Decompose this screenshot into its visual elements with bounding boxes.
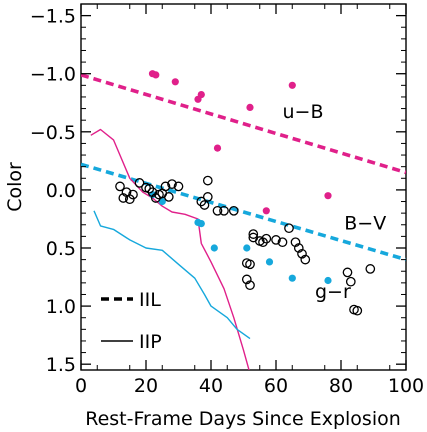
x-tick-label-2: 40	[199, 375, 223, 397]
data-point-s1-8	[324, 276, 332, 285]
data-point-s1-6	[265, 258, 274, 266]
y-tick-label-1: −1.0	[30, 64, 76, 86]
data-point-s2-19	[202, 175, 213, 186]
data-point-s2-1	[118, 193, 129, 203]
data-point-s2-0	[115, 181, 125, 192]
data-point-s0-5	[213, 144, 222, 152]
data-point-s2-38	[245, 280, 255, 291]
data-point-s2-31	[290, 237, 301, 248]
y-tick-label-6: 1.5	[46, 354, 76, 376]
data-point-s2-15	[173, 181, 184, 192]
series-line-3	[93, 210, 251, 340]
annotation-label-0: u−B	[283, 101, 324, 123]
data-point-s2-18	[202, 192, 213, 202]
data-point-s0-4	[197, 91, 205, 99]
data-point-s0-8	[288, 81, 296, 89]
legend-label-iip: IIP	[139, 331, 162, 353]
ticks-layer: 0 20 40 60 80 100 −1.5 −1.0 −0.5 0.0 0.5 1.0 1.5	[30, 4, 424, 397]
series-line-1	[81, 162, 406, 262]
data-point-s1-3	[197, 220, 205, 228]
data-point-s2-17	[199, 200, 210, 210]
data-point-s2-20	[212, 205, 223, 216]
data-point-s2-43	[365, 264, 376, 274]
data-point-s2-4	[128, 189, 138, 200]
data-point-s2-39	[342, 267, 353, 278]
x-tick-label-4: 80	[329, 375, 353, 397]
data-point-s2-33	[297, 248, 307, 259]
data-point-s1-1	[158, 197, 166, 206]
annotation-label-1: B−V	[344, 212, 386, 234]
y-tick-label-3: 0.0	[46, 180, 76, 202]
x-tick-label-0: 0	[75, 375, 87, 397]
data-point-s2-5	[134, 178, 145, 188]
data-point-s2-27	[261, 233, 272, 244]
x-tick-label-5: 100	[388, 375, 424, 397]
data-point-s2-40	[345, 276, 356, 287]
data-point-s0-1	[152, 71, 160, 79]
data-point-s2-9	[150, 193, 161, 203]
series-layer	[81, 70, 406, 370]
annotation-label-2: g−r	[315, 281, 351, 303]
data-point-s2-30	[284, 223, 294, 234]
legend: IIL IIP	[101, 289, 162, 353]
x-axis-label: Rest-Frame Days Since Explosion	[85, 408, 401, 430]
data-point-s2-28	[271, 235, 281, 245]
data-point-s0-6	[246, 103, 254, 111]
legend-label-iil: IIL	[139, 289, 161, 311]
data-point-s2-22	[228, 205, 239, 216]
plot-area: 0 20 40 60 80 100 −1.5 −1.0 −0.5 0.0 0.5 1.0 1.5	[30, 3, 424, 397]
y-tick-label-2: −0.5	[30, 122, 76, 144]
data-point-s0-7	[262, 207, 270, 215]
data-point-s2-34	[300, 254, 311, 265]
data-point-s2-42	[352, 305, 363, 316]
y-axis-label: Color	[4, 162, 26, 212]
y-tick-label-4: 0.5	[46, 238, 76, 260]
x-tick-label-1: 20	[134, 375, 158, 397]
y-tick-label-0: −1.5	[30, 6, 76, 28]
data-point-s2-13	[163, 192, 174, 202]
data-point-s2-29	[277, 237, 288, 248]
data-point-s1-4	[210, 244, 218, 252]
plot-frame	[80, 3, 407, 371]
data-point-s2-23	[248, 229, 259, 239]
data-point-s0-2	[171, 78, 179, 86]
y-tick-label-5: 1.0	[46, 296, 76, 318]
series-line-2	[90, 128, 250, 370]
data-point-s2-12	[160, 181, 171, 192]
data-point-s2-36	[245, 259, 255, 270]
data-point-s1-5	[243, 244, 251, 252]
data-point-s2-37	[241, 274, 252, 285]
x-tick-label-3: 60	[264, 375, 288, 397]
data-point-s2-32	[293, 243, 304, 253]
data-point-s2-21	[219, 205, 229, 216]
annotations-layer: u−B B−V g−r	[283, 101, 387, 303]
series-line-0	[81, 73, 406, 175]
data-point-s0-9	[324, 192, 332, 200]
data-point-s2-8	[147, 187, 158, 198]
data-point-s2-14	[167, 179, 177, 189]
data-point-s1-7	[288, 274, 296, 282]
